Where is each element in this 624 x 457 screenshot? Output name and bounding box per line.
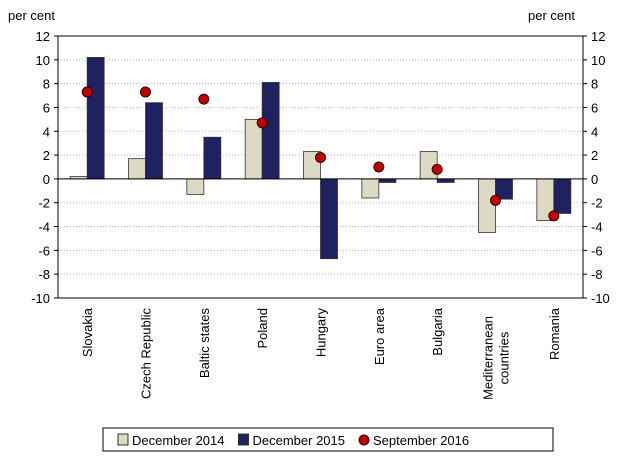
y-tick-label: 2	[43, 148, 50, 163]
bar	[186, 178, 205, 195]
plot-frame	[57, 35, 584, 299]
y2-tick-label: 2	[591, 148, 598, 163]
legend-swatch	[358, 434, 370, 446]
legend-swatch	[117, 433, 129, 446]
x-tick-label: Bulgaria	[430, 307, 445, 355]
bar	[261, 82, 280, 180]
bar	[478, 178, 496, 233]
y2-tick-label: 6	[591, 100, 598, 115]
y2-tick-label: 0	[591, 172, 598, 187]
bar	[361, 178, 380, 199]
y-tick-label: 8	[43, 77, 50, 92]
x-tick-label: Slovakia	[80, 307, 95, 357]
bar	[203, 136, 222, 180]
y2-axis-label: per cent	[528, 8, 575, 23]
legend-label: September 2016	[373, 433, 469, 448]
y2-tick-label: -6	[591, 243, 603, 258]
bar	[244, 118, 263, 180]
y2-tick-label: -10	[591, 291, 610, 306]
bar	[553, 178, 572, 214]
y2-tick-label: -4	[591, 220, 603, 235]
legend-label: December 2014	[132, 433, 225, 448]
y2-tick-label: 8	[591, 77, 598, 92]
bar	[128, 158, 146, 180]
bar	[436, 178, 455, 183]
bar	[378, 178, 397, 183]
y-tick-label: -2	[38, 196, 50, 211]
x-tick-label: Baltic states	[197, 308, 212, 379]
y-tick-label: -6	[38, 243, 50, 258]
dot	[373, 161, 385, 173]
y2-tick-label: 4	[591, 124, 598, 139]
dot	[198, 93, 210, 105]
x-tick-label: Poland	[255, 308, 270, 348]
dot	[256, 117, 268, 129]
y-tick-label: -10	[31, 291, 50, 306]
bar	[145, 102, 163, 180]
x-tick-label: Czech Republic	[139, 308, 154, 400]
y-tick-label: -4	[38, 220, 50, 235]
y2-tick-label: -2	[591, 196, 603, 211]
legend-frame	[102, 427, 554, 452]
y-tick-label: 10	[36, 53, 50, 68]
dot	[81, 86, 93, 98]
x-tick-label: Euro area	[372, 307, 387, 365]
y-tick-label: -8	[38, 267, 50, 282]
legend-label: December 2015	[253, 433, 346, 448]
y2-tick-label: 10	[591, 53, 605, 68]
dot	[315, 151, 326, 163]
y-tick-label: 12	[36, 29, 50, 44]
dot	[490, 194, 501, 206]
y-tick-label: 4	[43, 124, 50, 139]
dot	[548, 210, 560, 222]
y2-tick-label: -8	[591, 267, 603, 282]
legend: December 2014 December 2015 September 2016	[102, 427, 554, 452]
bar	[320, 178, 338, 260]
dot	[431, 163, 443, 175]
bar	[86, 57, 105, 180]
legend-swatch	[238, 433, 249, 446]
x-tick-label: Mediterraneancountries	[481, 316, 512, 400]
y2-tick-label: 12	[591, 29, 605, 44]
y-tick-label: 0	[43, 172, 50, 187]
y-axis-label: per cent	[8, 8, 55, 23]
y-tick-label: 6	[43, 100, 50, 115]
x-tick-label: Hungary	[314, 308, 329, 358]
dot	[140, 86, 151, 98]
x-tick-label: Romania	[547, 307, 562, 360]
